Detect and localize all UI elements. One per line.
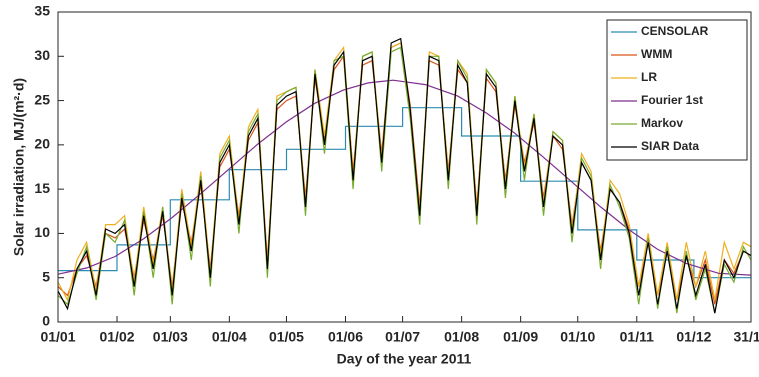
legend-label: CENSOLAR bbox=[641, 24, 709, 38]
legend-label: WMM bbox=[641, 47, 672, 61]
y-tick-label: 20 bbox=[34, 136, 50, 152]
y-tick-label: 25 bbox=[34, 91, 50, 107]
x-tick-label: 31/12 bbox=[733, 329, 759, 345]
legend-label: Fourier 1st bbox=[641, 93, 703, 107]
x-tick-label: 01/12 bbox=[676, 329, 711, 345]
legend-label: SIAR Data bbox=[641, 139, 699, 153]
x-tick-label: 01/02 bbox=[99, 329, 134, 345]
legend-label: Markov bbox=[641, 116, 683, 130]
legend-label: LR bbox=[641, 70, 657, 84]
y-tick-label: 0 bbox=[42, 313, 50, 329]
y-tick-label: 15 bbox=[34, 180, 50, 196]
y-tick-label: 5 bbox=[42, 268, 50, 284]
y-tick-label: 10 bbox=[34, 224, 50, 240]
legend-box bbox=[606, 19, 748, 161]
y-axis-label: Solar irradiation, MJ/(m²·d) bbox=[11, 78, 27, 256]
x-tick-label: 01/07 bbox=[385, 329, 420, 345]
x-tick-label: 01/03 bbox=[153, 329, 188, 345]
x-tick-label: 01/05 bbox=[269, 329, 304, 345]
x-tick-label: 01/06 bbox=[328, 329, 363, 345]
x-tick-label: 01/01 bbox=[40, 329, 75, 345]
x-tick-label: 01/09 bbox=[503, 329, 538, 345]
y-tick-label: 35 bbox=[34, 3, 50, 19]
x-axis-label: Day of the year 2011 bbox=[337, 351, 472, 367]
x-tick-label: 01/11 bbox=[620, 329, 654, 345]
plot-frame bbox=[57, 11, 752, 323]
x-tick-label: 01/04 bbox=[212, 329, 247, 345]
series-line bbox=[57, 46, 752, 314]
x-tick-label: 01/08 bbox=[444, 329, 479, 345]
series-line bbox=[57, 37, 752, 314]
y-tick-label: 30 bbox=[34, 47, 50, 63]
x-tick-label: 01/10 bbox=[560, 329, 595, 345]
series-line bbox=[57, 79, 752, 276]
